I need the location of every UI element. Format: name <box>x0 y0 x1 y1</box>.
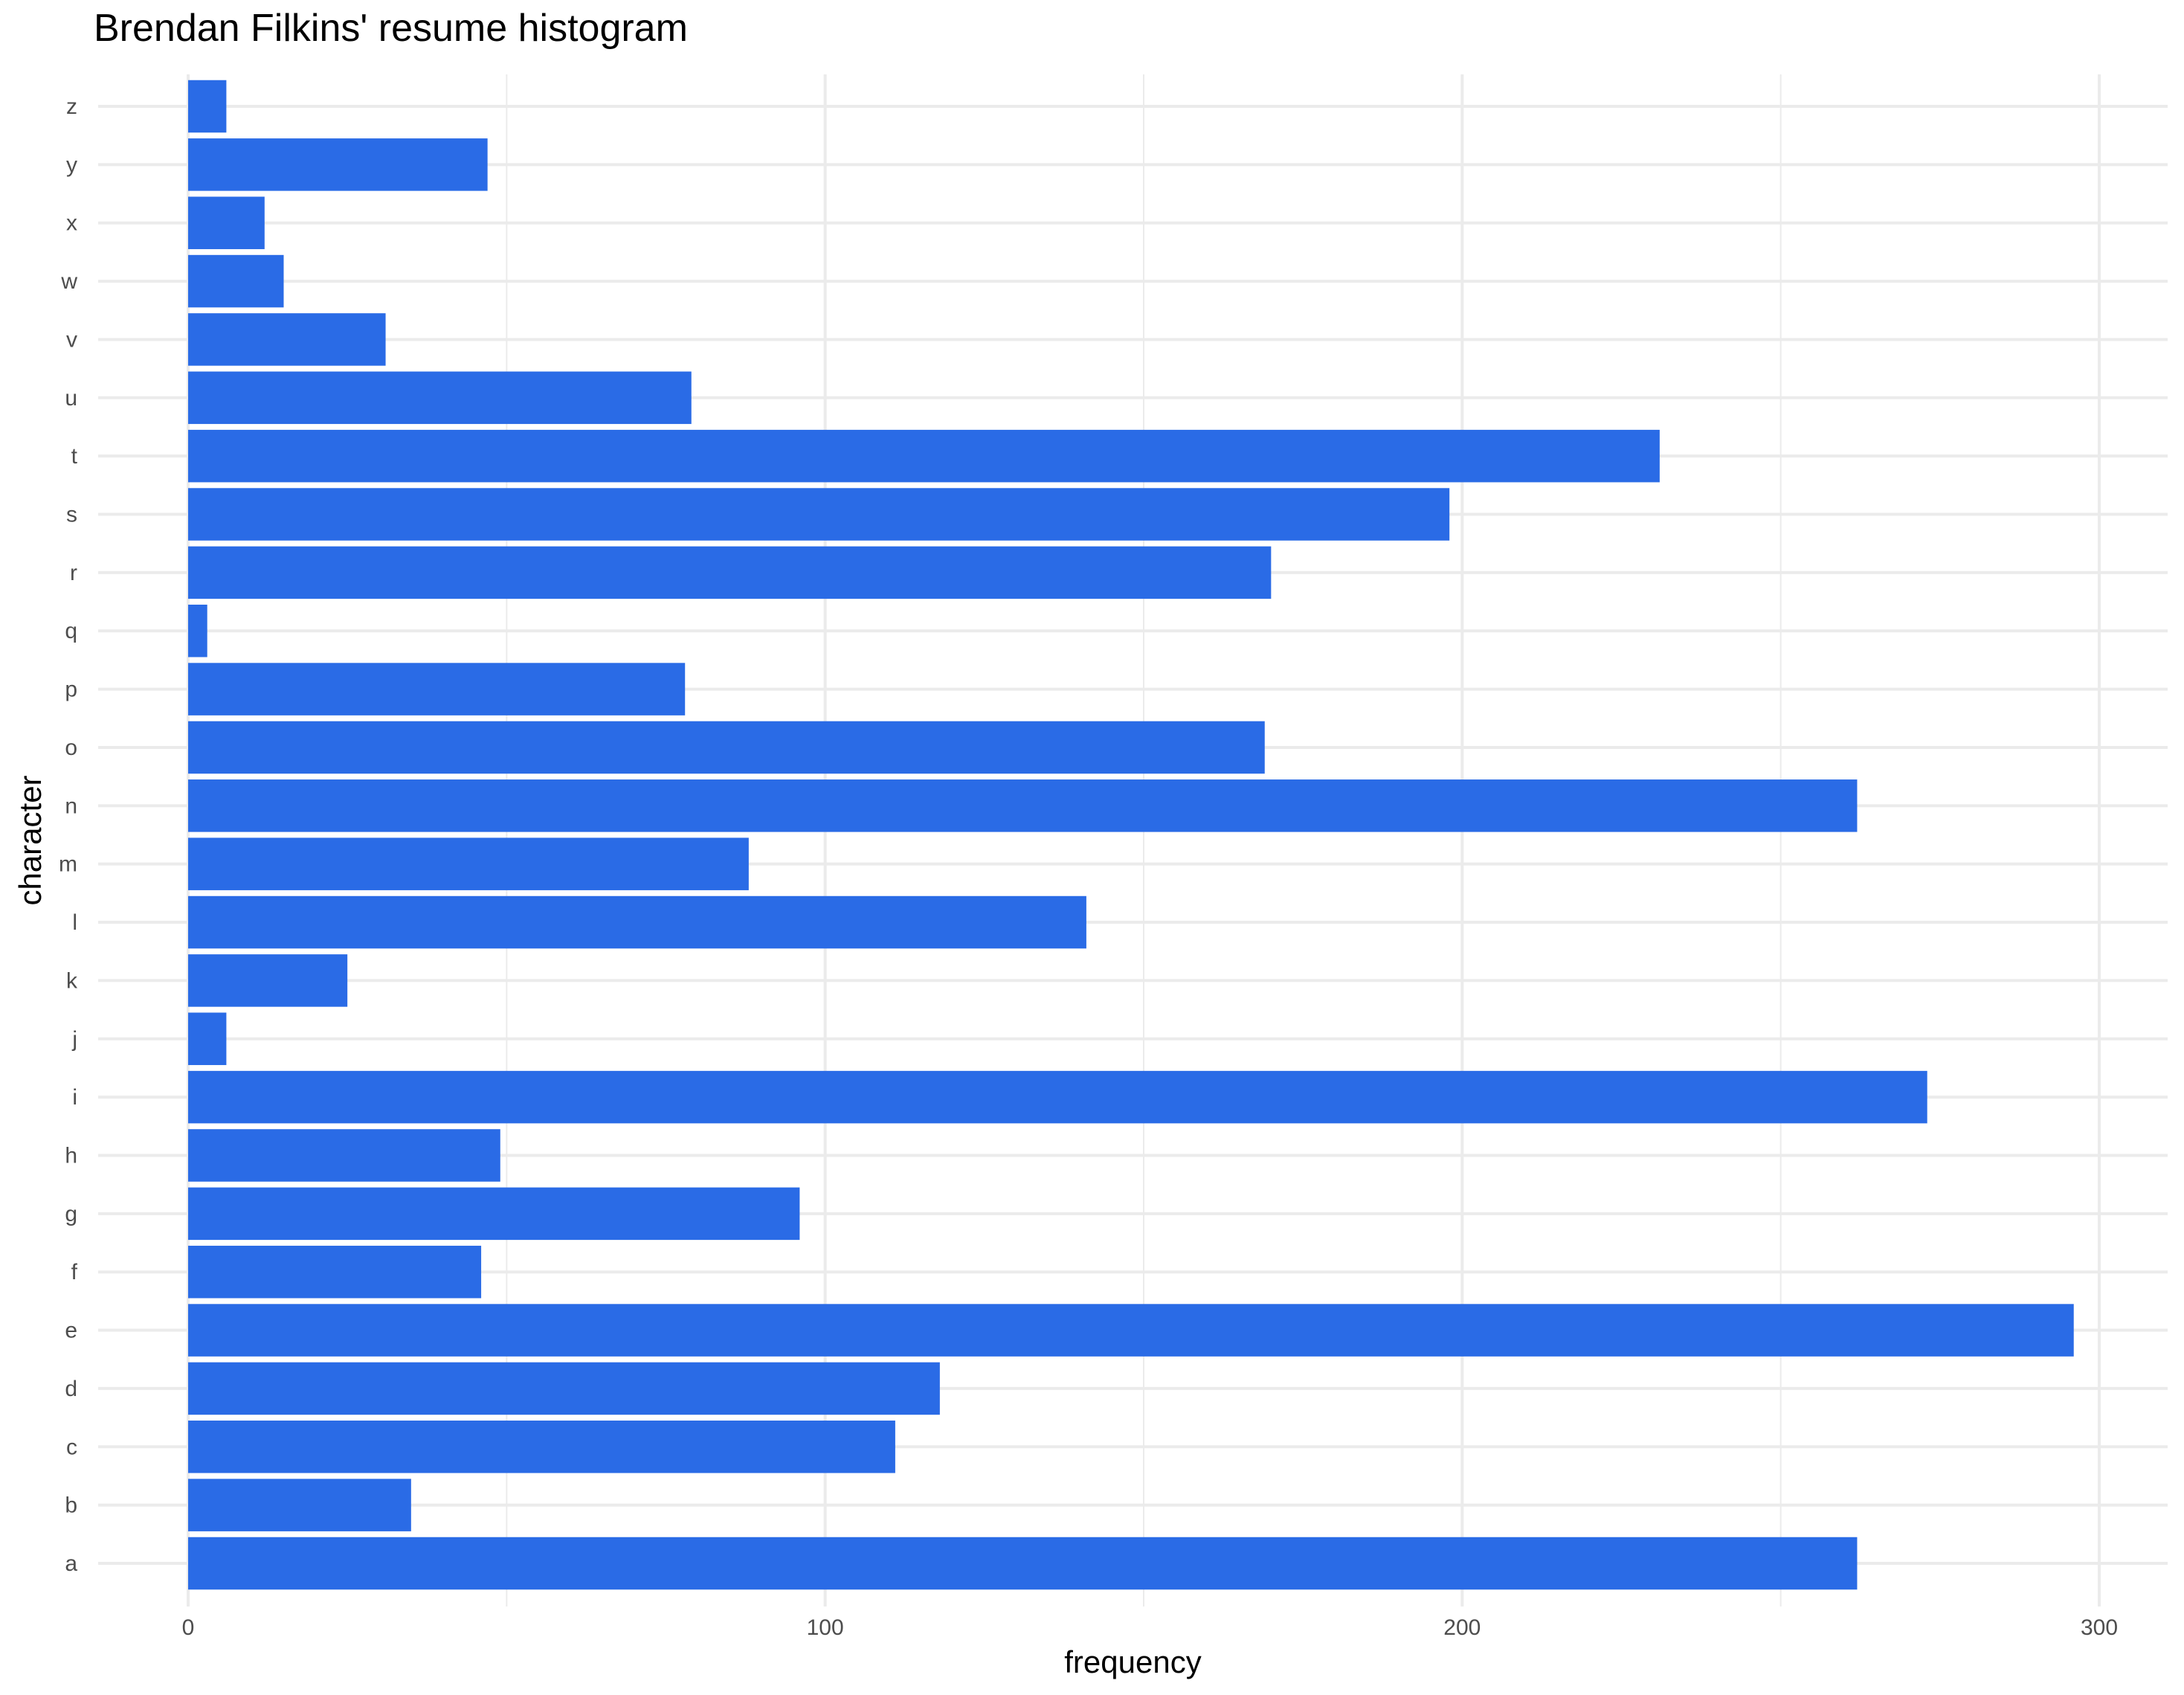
bar-k <box>188 954 348 1007</box>
bar-c <box>188 1421 895 1473</box>
x-axis-ticks: 0 100 200 300 <box>182 1615 2118 1640</box>
y-tick-label: m <box>59 852 77 877</box>
y-tick-label: l <box>72 910 77 935</box>
y-tick-label: z <box>66 94 77 119</box>
y-tick-label: b <box>65 1493 77 1518</box>
bar-w <box>188 254 284 308</box>
y-tick-label: n <box>65 794 77 818</box>
bar-g <box>188 1187 800 1241</box>
y-tick-label: u <box>65 386 77 411</box>
bar-u <box>188 371 692 425</box>
y-tick-label: k <box>66 968 78 993</box>
y-tick-label: h <box>65 1143 77 1168</box>
y-tick-label: i <box>72 1085 77 1110</box>
y-tick-label: r <box>70 561 77 585</box>
x-tick-label: 300 <box>2081 1615 2118 1640</box>
y-tick-label: o <box>65 736 77 760</box>
bar-d <box>188 1362 940 1415</box>
bars <box>188 80 2074 1590</box>
y-tick-label: v <box>66 327 77 352</box>
y-tick-label: e <box>65 1319 77 1343</box>
x-tick-label: 200 <box>1443 1615 1481 1640</box>
bar-j <box>188 1012 227 1066</box>
bar-h <box>188 1129 500 1182</box>
bar-i <box>188 1070 1927 1124</box>
bar-e <box>188 1304 2074 1357</box>
bar-y <box>188 138 488 191</box>
x-tick-label: 0 <box>182 1615 195 1640</box>
y-tick-label: x <box>66 211 77 236</box>
y-tick-label: j <box>71 1027 77 1052</box>
y-tick-label: f <box>71 1260 78 1284</box>
y-tick-label: q <box>65 619 77 643</box>
bar-l <box>188 895 1086 949</box>
x-axis-title: frequency <box>1064 1644 1201 1679</box>
y-axis-title: character <box>13 775 48 905</box>
y-axis-ticks: a b c d e f g h i j k l m n o p q r s t u v w x y z <box>59 94 78 1576</box>
y-tick-label: t <box>71 444 78 469</box>
bar-o <box>188 721 1265 774</box>
bar-m <box>188 837 749 890</box>
y-tick-label: d <box>65 1377 77 1401</box>
bar-q <box>188 604 207 657</box>
x-tick-label: 100 <box>807 1615 844 1640</box>
bar-f <box>188 1245 482 1299</box>
chart-title: Brendan Filkins' resume histogram <box>94 7 688 50</box>
bar-s <box>188 488 1450 541</box>
y-tick-label: a <box>65 1551 77 1576</box>
y-tick-label: c <box>66 1435 77 1459</box>
bar-a <box>188 1537 1858 1590</box>
y-tick-label: p <box>65 678 77 702</box>
bar-b <box>188 1479 411 1531</box>
y-tick-label: y <box>66 152 77 177</box>
bar-n <box>188 779 1858 832</box>
y-tick-label: g <box>65 1202 77 1226</box>
y-tick-label: w <box>60 269 77 294</box>
bar-r <box>188 546 1272 599</box>
bar-z <box>188 80 227 133</box>
y-tick-label: s <box>66 503 77 527</box>
bar-x <box>188 196 265 249</box>
bar-p <box>188 663 686 715</box>
bar-t <box>188 429 1660 483</box>
bar-v <box>188 313 386 366</box>
